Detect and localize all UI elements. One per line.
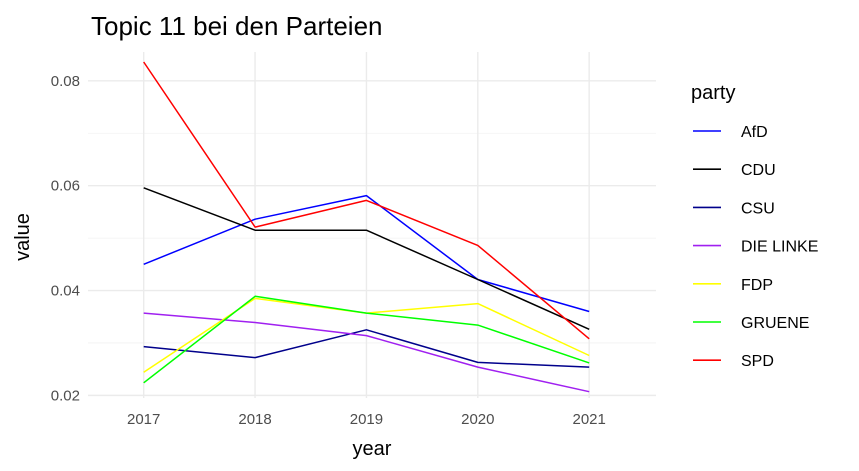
legend-item-fdp: FDP <box>693 277 773 294</box>
legend-item-afd: AfD <box>693 124 768 141</box>
legend-item-die-linke: DIE LINKE <box>693 239 818 256</box>
x-axis-title: year <box>353 438 392 460</box>
y-axis-title: value <box>12 213 34 261</box>
x-tick-label: 2021 <box>572 411 605 428</box>
legend-label: GRUENE <box>741 315 809 332</box>
series-line-die-linke <box>143 312 590 393</box>
legend-label: SPD <box>741 353 774 370</box>
x-tick-label: 2020 <box>461 411 494 428</box>
x-tick-label: 2019 <box>350 411 383 428</box>
legend: party AfD CDU CSU DIE LINKE FDP GRUENE SPD <box>691 82 818 370</box>
legend-label: CDU <box>741 162 776 179</box>
y-tick-label: 0.04 <box>51 283 80 300</box>
chart-title: Topic 11 bei den Parteien <box>91 11 383 41</box>
legend-item-csu: CSU <box>693 200 775 217</box>
grid <box>88 52 656 398</box>
series-line-gruene <box>143 295 590 384</box>
series-line-cdu <box>143 187 590 330</box>
series-line-afd <box>143 194 590 313</box>
legend-label: DIE LINKE <box>741 239 818 256</box>
legend-label: CSU <box>741 200 775 217</box>
legend-label: FDP <box>741 277 773 294</box>
x-tick-label: 2018 <box>238 411 271 428</box>
legend-item-spd: SPD <box>693 353 774 370</box>
legend-title: party <box>691 82 735 104</box>
legend-item-gruene: GRUENE <box>693 315 809 332</box>
series-layer <box>143 61 590 393</box>
legend-item-cdu: CDU <box>693 162 776 179</box>
series-line-csu <box>143 329 590 368</box>
y-tick-label: 0.06 <box>51 178 80 195</box>
series-line-spd <box>143 61 590 340</box>
y-axis-ticks: 0.02 0.04 0.06 0.08 <box>51 73 80 405</box>
legend-label: AfD <box>741 124 768 141</box>
x-tick-label: 2017 <box>127 411 160 428</box>
legend-items: AfD CDU CSU DIE LINKE FDP GRUENE SPD <box>693 124 818 370</box>
y-tick-label: 0.02 <box>51 387 80 404</box>
y-tick-label: 0.08 <box>51 73 80 90</box>
x-axis-ticks: 2017 2018 2019 2020 2021 <box>127 411 606 428</box>
